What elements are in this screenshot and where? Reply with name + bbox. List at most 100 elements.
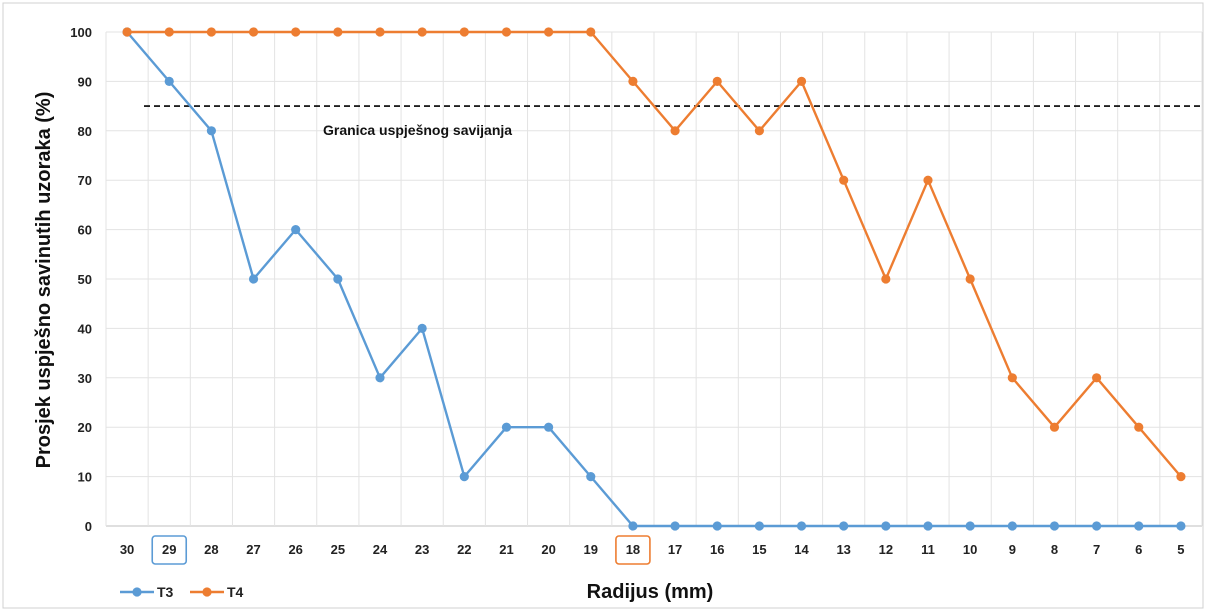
data-point: [754, 126, 764, 136]
x-tick-label: 14: [794, 542, 809, 557]
data-point: [164, 76, 174, 86]
data-point: [417, 323, 427, 333]
legend-swatch-marker: [202, 587, 212, 597]
data-point: [459, 472, 469, 482]
y-tick-label: 50: [78, 272, 92, 287]
data-point: [881, 521, 891, 531]
y-tick-label: 80: [78, 124, 92, 139]
data-point: [1176, 521, 1186, 531]
data-point: [712, 521, 722, 531]
y-tick-label: 100: [70, 25, 92, 40]
x-tick-label: 28: [204, 542, 218, 557]
series-t4: [122, 27, 1186, 482]
y-axis-title: Prosjek uspješno savinutih uzoraka (%): [33, 92, 55, 469]
y-tick-label: 10: [78, 470, 92, 485]
data-point: [206, 126, 216, 136]
data-point: [586, 472, 596, 482]
data-point: [122, 27, 132, 37]
data-point: [586, 27, 596, 37]
data-point: [1049, 521, 1060, 531]
legend: T3 T4: [120, 584, 244, 600]
data-point: [417, 27, 427, 37]
series-t3: [122, 27, 1186, 531]
x-axis-title: Radijus (mm): [587, 581, 714, 603]
data-point: [1092, 373, 1102, 383]
x-tick-label: 8: [1051, 542, 1058, 557]
data-point: [206, 27, 216, 37]
x-tick-label: 17: [668, 542, 682, 557]
data-point: [459, 27, 469, 37]
data-point: [712, 76, 722, 86]
data-point: [375, 373, 385, 383]
x-tick-label: 7: [1093, 542, 1100, 557]
data-point: [628, 521, 638, 531]
data-point: [501, 27, 512, 37]
data-point: [164, 27, 174, 37]
data-point: [1049, 422, 1060, 432]
data-point: [965, 274, 975, 284]
series-line: [126, 31, 1181, 528]
data-point: [839, 175, 849, 185]
y-tick-label: 20: [78, 420, 92, 435]
data-point: [796, 521, 807, 531]
x-tick-label: 19: [584, 542, 598, 557]
x-tick-label: 16: [710, 542, 724, 557]
y-tick-label: 40: [78, 321, 92, 336]
series-layer: [122, 27, 1186, 531]
data-point: [923, 521, 933, 531]
data-point: [881, 274, 891, 284]
data-point: [965, 521, 975, 531]
x-tick-label: 18: [626, 542, 640, 557]
y-tick-label: 0: [85, 519, 92, 534]
data-point: [670, 521, 680, 531]
x-tick-label: 11: [921, 542, 935, 557]
data-point: [248, 27, 259, 37]
x-tick-label: 30: [120, 542, 134, 557]
x-tick-label: 24: [373, 542, 388, 557]
y-tick-label: 30: [78, 371, 92, 386]
data-point: [628, 76, 638, 86]
highlight-box: [615, 535, 651, 565]
series-line: [127, 30, 1182, 478]
legend-item-t4: T4: [190, 584, 244, 600]
data-point: [1134, 521, 1144, 531]
x-tick-label: 15: [752, 542, 766, 557]
threshold-label: Granica uspješnog savijanja: [323, 122, 512, 138]
data-point: [544, 27, 554, 37]
data-point: [501, 422, 512, 432]
y-tick-label: 60: [78, 223, 92, 238]
data-point: [1134, 422, 1144, 432]
x-tick-label: 23: [415, 542, 429, 557]
legend-label: T3: [157, 584, 174, 600]
data-point: [923, 175, 933, 185]
data-point: [333, 27, 343, 37]
data-point: [291, 225, 301, 235]
legend-item-t3: T3: [120, 584, 174, 600]
data-point: [1007, 521, 1017, 531]
data-point: [248, 274, 259, 284]
data-point: [1176, 472, 1186, 482]
data-point: [839, 521, 849, 531]
x-tick-label: 26: [288, 542, 302, 557]
legend-label: T4: [227, 584, 244, 600]
x-tick-label: 10: [963, 542, 977, 557]
data-point: [796, 76, 807, 86]
data-point: [375, 27, 385, 37]
x-tick-label: 20: [541, 542, 555, 557]
data-point: [1092, 521, 1102, 531]
x-tick-label: 21: [499, 542, 513, 557]
x-tick-label: 5: [1177, 542, 1184, 557]
x-tick-label: 9: [1009, 542, 1016, 557]
highlight-box: [151, 535, 188, 565]
data-point: [333, 274, 343, 284]
x-tick-label: 12: [879, 542, 893, 557]
x-tick-label: 25: [331, 542, 345, 557]
y-ticks: 0 10 20 30 40 50 60 70 80 90 100: [70, 25, 92, 534]
y-tick-label: 70: [78, 173, 92, 188]
y-tick-label: 90: [78, 74, 92, 89]
x-tick-label: 6: [1135, 542, 1142, 557]
x-tick-label: 29: [162, 542, 176, 557]
x-tick-label: 13: [836, 542, 850, 557]
